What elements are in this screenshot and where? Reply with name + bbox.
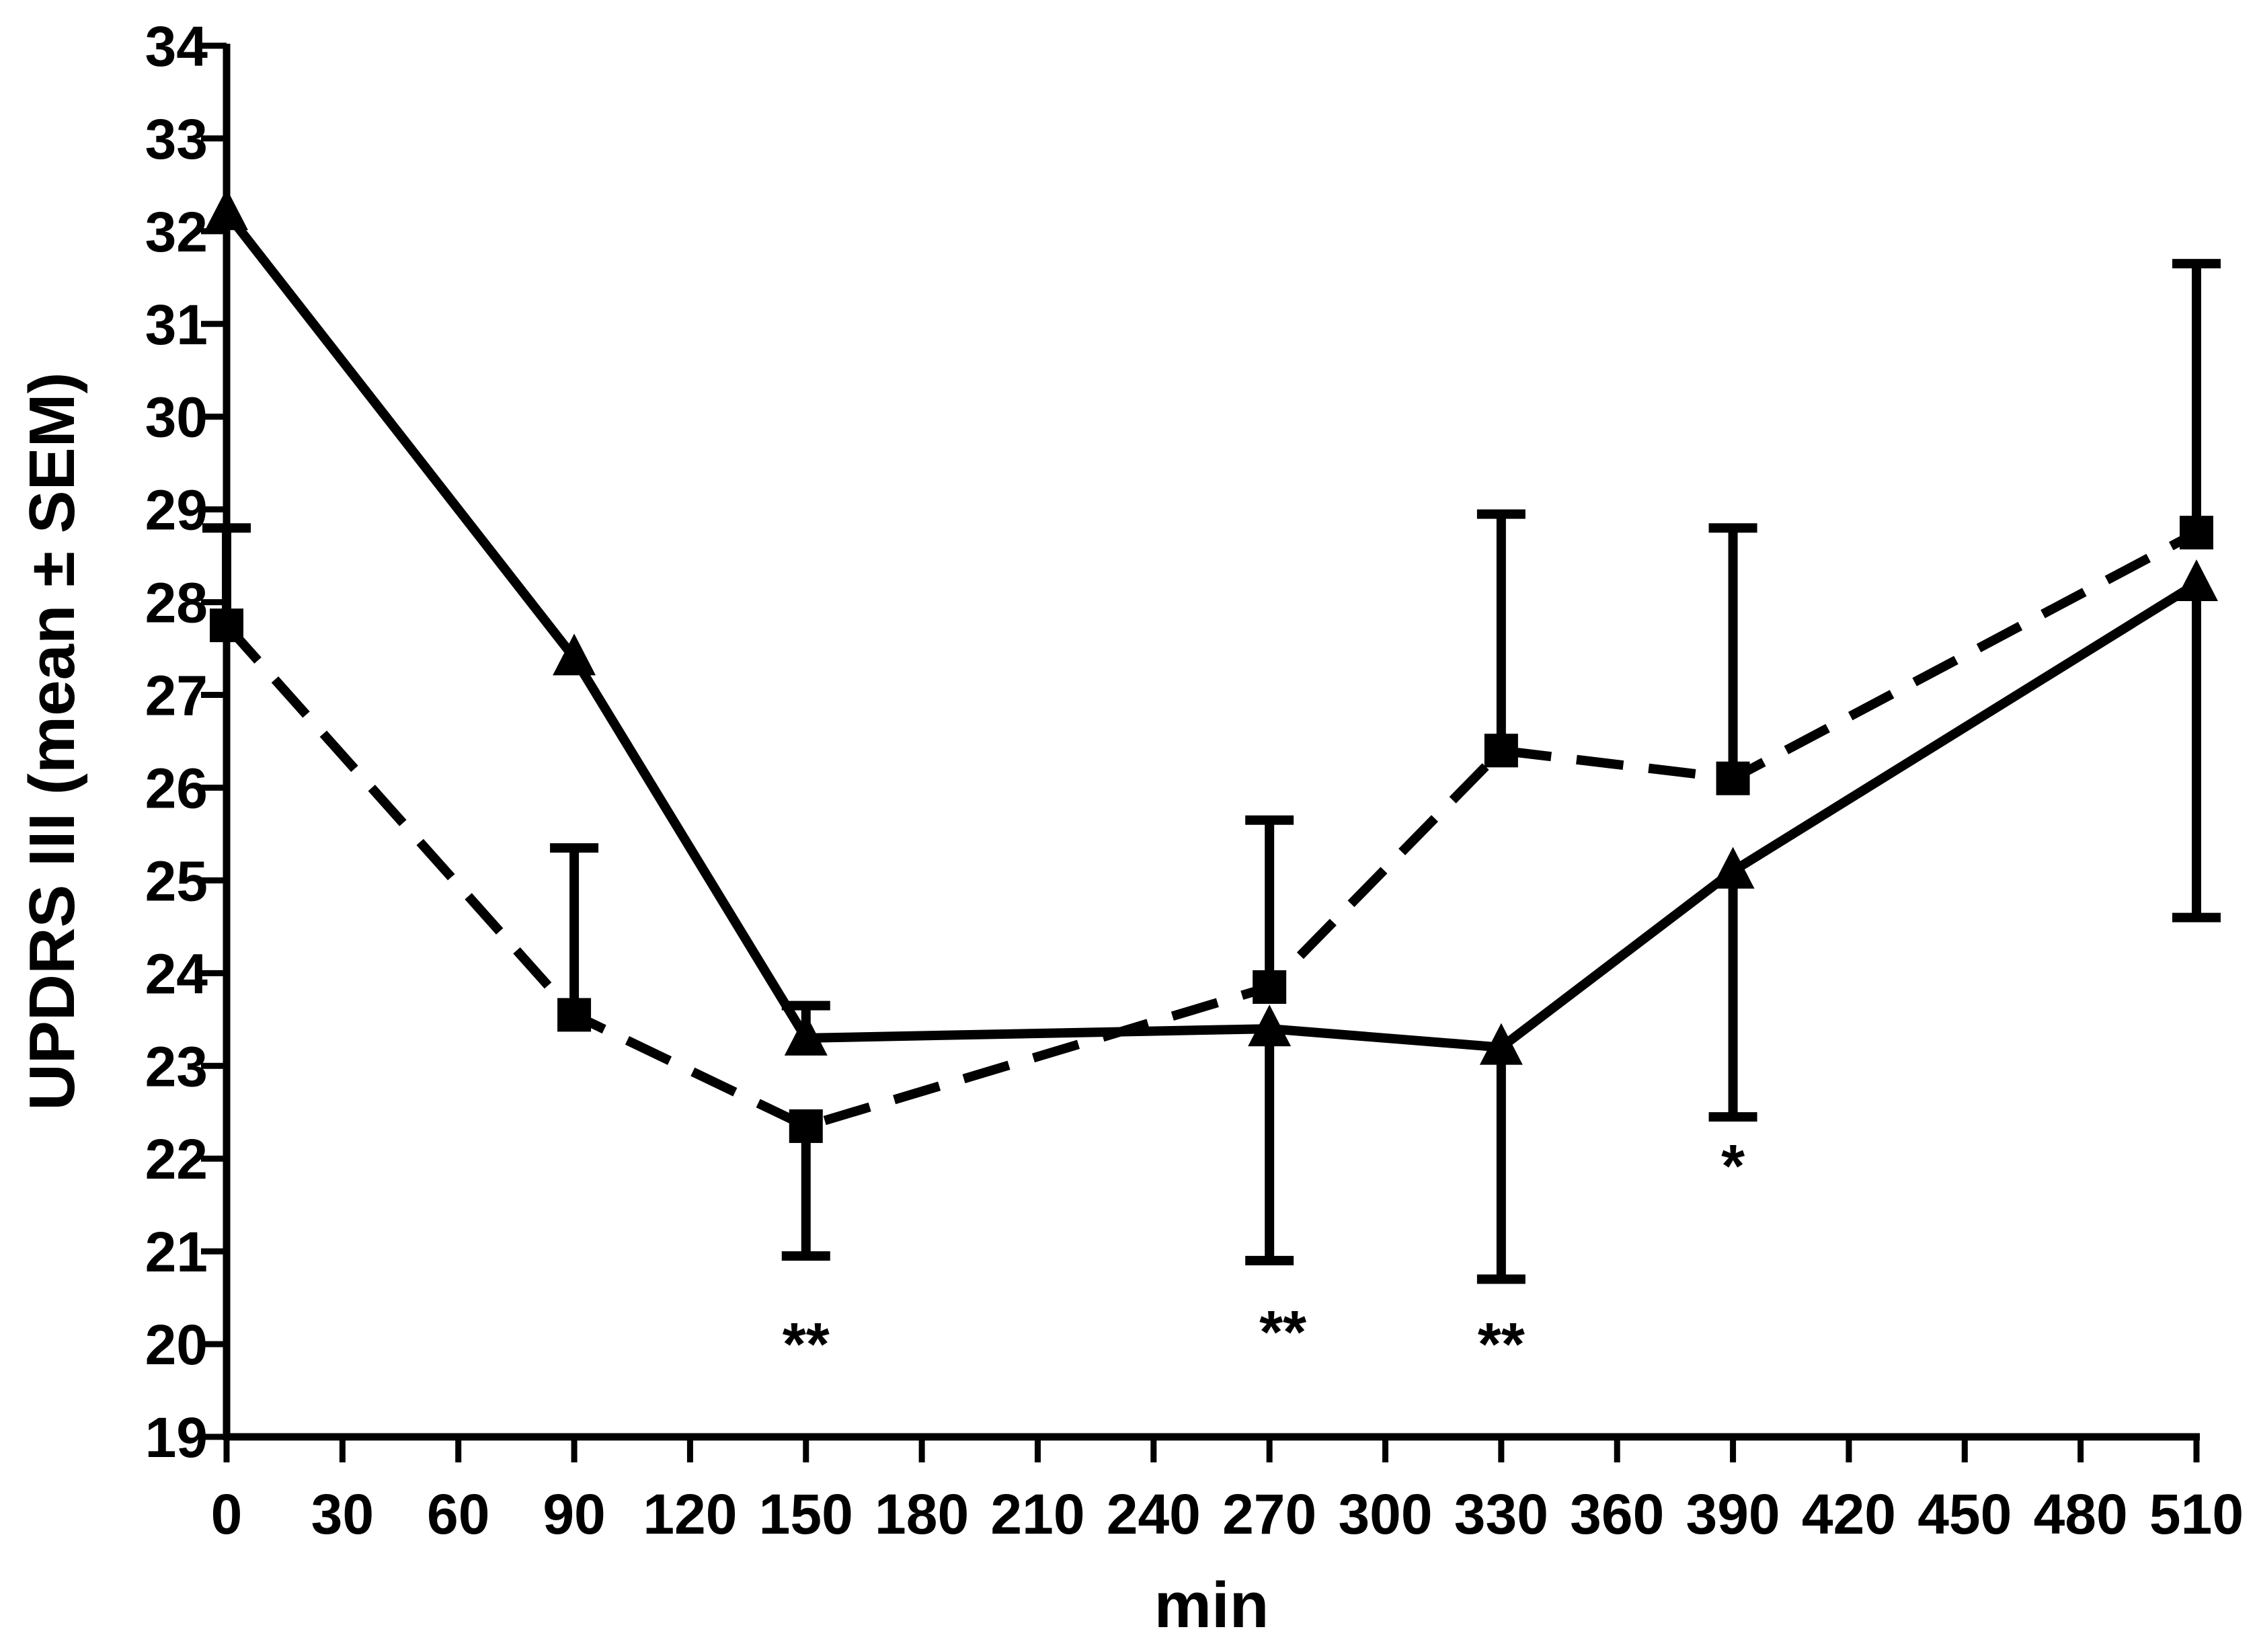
- x-tick-label: 480: [2034, 1483, 2128, 1546]
- series-1: [205, 188, 2221, 1284]
- x-tick-label: 90: [543, 1483, 605, 1546]
- y-tick-label: 24: [145, 942, 208, 1005]
- axes: 19 20 21 22 23 24 25 26 27 28 29 30 31 32 33 34 0 30 60 90 1…: [145, 15, 2244, 1546]
- y-tick-label: 23: [145, 1035, 208, 1098]
- y-tick-label: 32: [145, 200, 208, 264]
- data-point: [2175, 559, 2218, 602]
- data-point: [553, 633, 596, 676]
- significance-annotation: **: [783, 1311, 830, 1378]
- data-point: [1253, 970, 1287, 1005]
- significance-annotation: *: [1721, 1133, 1745, 1200]
- x-axis-title: min: [1154, 1569, 1269, 1641]
- data-point: [210, 608, 243, 643]
- x-tick-label: 240: [1107, 1483, 1201, 1546]
- y-tick-label: 30: [145, 386, 208, 449]
- data-point: [784, 1013, 828, 1056]
- y-tick-label: 22: [145, 1128, 208, 1191]
- series-2: [202, 259, 2221, 1261]
- x-tick-label: 510: [2149, 1483, 2244, 1546]
- x-tick-label: 450: [1917, 1483, 2012, 1546]
- data-point: [1484, 734, 1518, 768]
- significance-annotation: **: [1478, 1311, 1525, 1378]
- x-tick-label: 150: [759, 1483, 853, 1546]
- y-tick-label: 33: [145, 108, 208, 171]
- y-tick-label: 20: [145, 1313, 208, 1376]
- y-axis-title: UPDRS III (mean ± SEM): [16, 372, 88, 1110]
- series-layer: ** ** ***: [202, 188, 2221, 1378]
- y-tick-label: 19: [145, 1406, 208, 1469]
- data-point: [2180, 516, 2213, 550]
- data-point: [789, 1109, 823, 1143]
- y-tick-label: 34: [145, 15, 208, 78]
- y-tick-label: 28: [145, 572, 208, 635]
- x-tick-label: 120: [643, 1483, 737, 1546]
- y-tick-label: 29: [145, 479, 208, 542]
- x-tick-label: 60: [427, 1483, 489, 1546]
- x-tick-label: 300: [1338, 1483, 1432, 1546]
- data-point: [1248, 1005, 1292, 1047]
- x-tick-label: 0: [211, 1483, 243, 1546]
- y-tick-label: 25: [145, 849, 208, 912]
- y-tick-label: 27: [145, 664, 208, 727]
- labels: min UPDRS III (mean ± SEM): [16, 372, 1269, 1641]
- y-tick-label: 26: [145, 756, 208, 820]
- x-tick-label: 330: [1454, 1483, 1548, 1546]
- x-tick-label: 420: [1802, 1483, 1896, 1546]
- x-tick-label: 390: [1686, 1483, 1780, 1546]
- data-point: [557, 998, 592, 1032]
- x-tick-label: 210: [990, 1483, 1084, 1546]
- data-point: [1711, 847, 1755, 889]
- data-point: [1479, 1023, 1523, 1065]
- x-tick-label: 30: [311, 1483, 374, 1546]
- data-point: [205, 188, 248, 231]
- data-point: [1716, 761, 1750, 795]
- y-tick-label: 21: [145, 1220, 208, 1284]
- y-tick-label: 31: [145, 293, 208, 356]
- x-tick-label: 180: [875, 1483, 969, 1546]
- series-line: [223, 209, 2199, 1052]
- significance-annotation: **: [1259, 1299, 1306, 1366]
- x-tick-label: 360: [1570, 1483, 1664, 1546]
- x-tick-label: 270: [1222, 1483, 1316, 1546]
- series-line: [223, 528, 2199, 1132]
